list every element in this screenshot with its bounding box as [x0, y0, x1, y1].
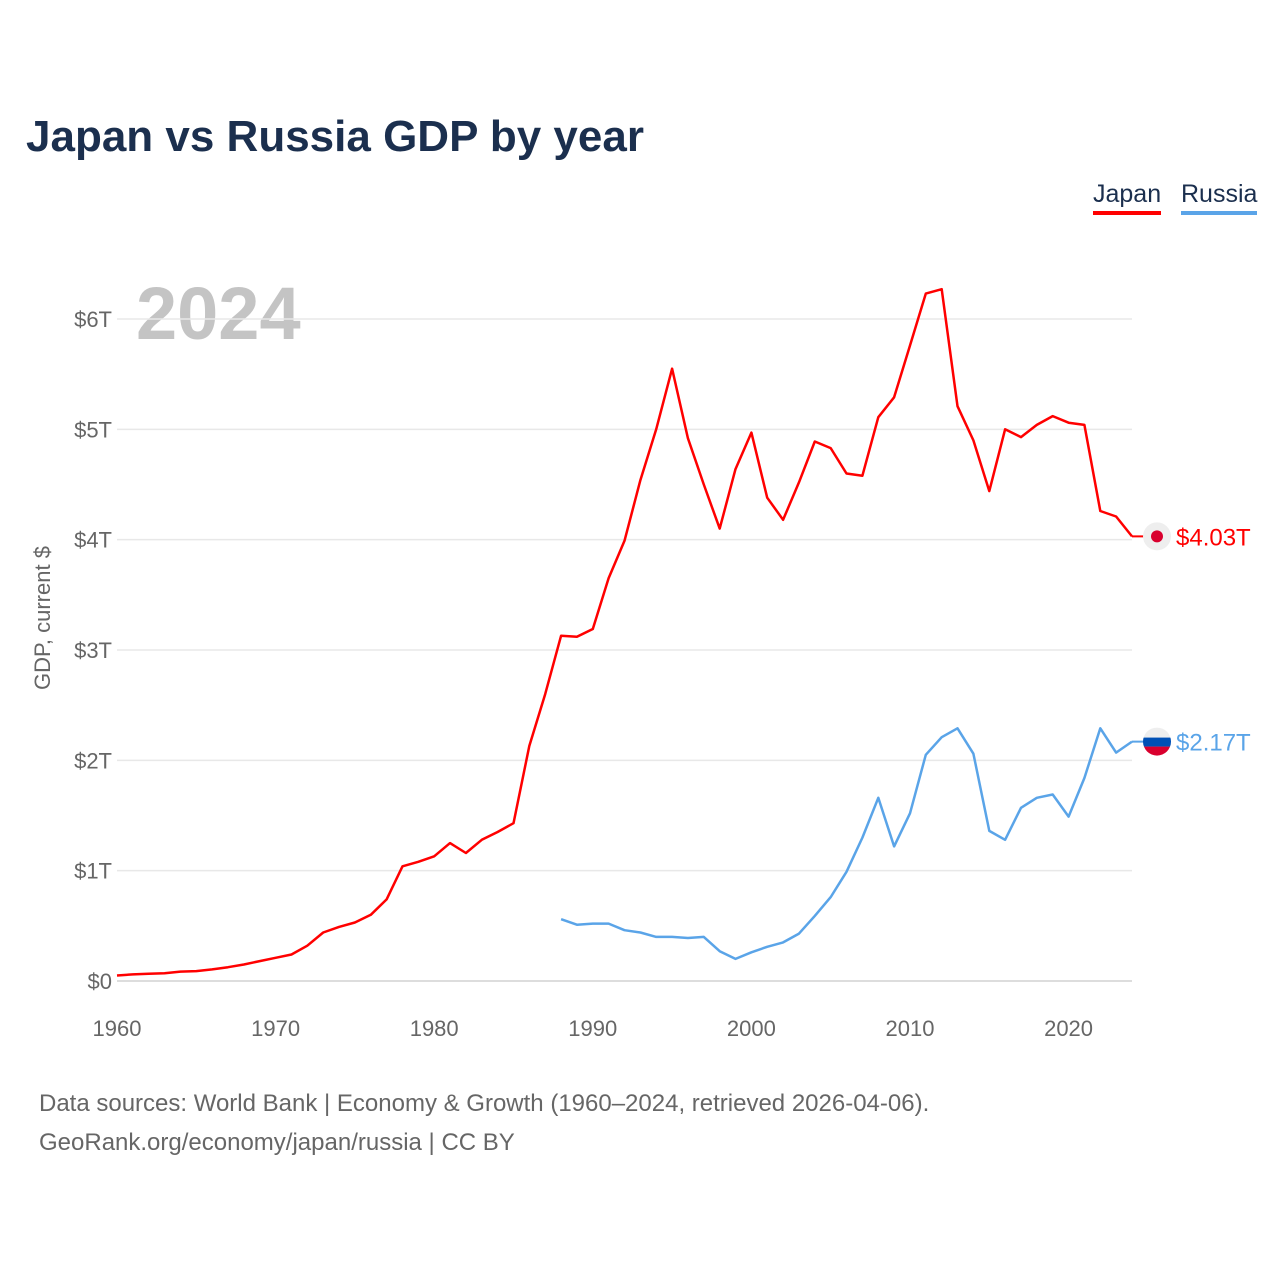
y-axis-label: GDP, current $ [30, 546, 55, 690]
y-tick-label: $3T [74, 638, 112, 663]
japan-flag-disc [1151, 530, 1163, 543]
x-tick-label: 1990 [568, 1016, 617, 1041]
x-tick-label: 1980 [410, 1016, 459, 1041]
y-tick-label: $5T [74, 417, 112, 442]
y-tick-label: $0 [88, 969, 112, 994]
source-note: Data sources: World Bank | Economy & Gro… [39, 1084, 929, 1162]
year-watermark: 2024 [136, 272, 301, 355]
series-line-russia [560, 727, 1133, 961]
flag-stripe-blue [1143, 737, 1171, 747]
legend-russia[interactable]: Russia [1181, 180, 1258, 215]
x-tick-label: 2020 [1044, 1016, 1093, 1041]
y-tick-label: $2T [74, 748, 112, 773]
y-tick-label: $6T [74, 307, 112, 332]
y-tick-label: $1T [74, 859, 112, 884]
x-tick-label: 2010 [885, 1016, 934, 1041]
chart-title: Japan vs Russia GDP by year [26, 112, 644, 161]
y-tick-label: $4T [74, 528, 112, 553]
x-tick-label: 1960 [93, 1016, 142, 1041]
series-line-japan [116, 287, 1133, 977]
end-value-label-russia: $2.17T [1176, 730, 1251, 757]
source-line-2[interactable]: GeoRank.org/economy/japan/russia | CC BY [39, 1129, 515, 1156]
x-tick-label: 2000 [727, 1016, 776, 1041]
flag-stripe-red [1143, 746, 1171, 756]
source-line-1: Data sources: World Bank | Economy & Gro… [39, 1090, 930, 1117]
flag-stripe-white [1143, 727, 1171, 738]
legend-japan[interactable]: Japan [1093, 180, 1162, 215]
x-tick-label: 1970 [251, 1016, 300, 1041]
end-value-label-japan: $4.03T [1176, 524, 1251, 551]
